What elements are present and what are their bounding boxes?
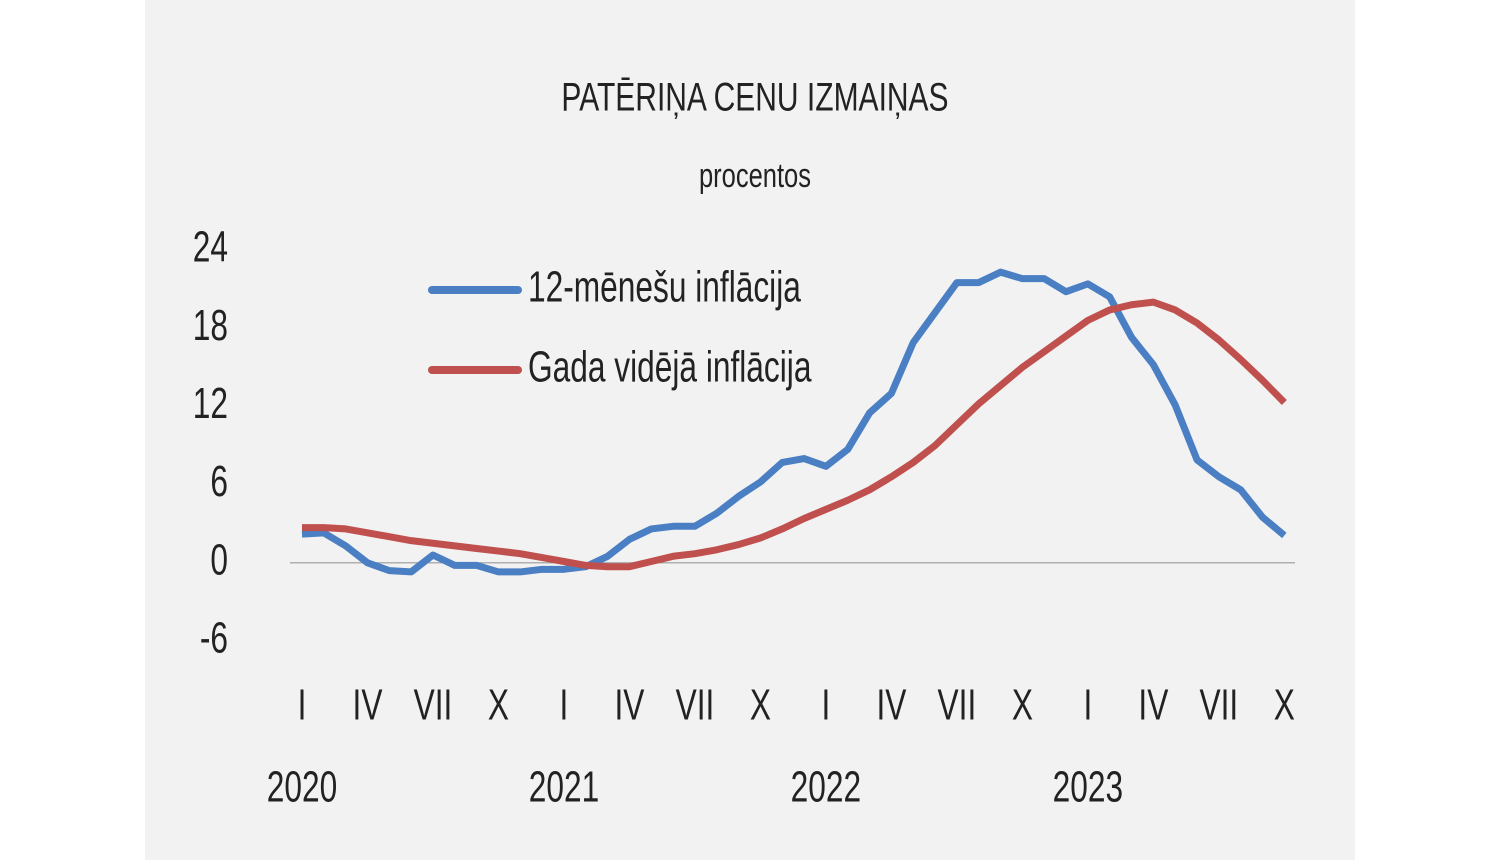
x-tick-label: IV (876, 681, 906, 730)
x-tick-label: VII (676, 681, 715, 730)
x-tick-label: VII (1199, 681, 1238, 730)
x-tick-label: IV (614, 681, 644, 730)
x-tick-label: I (822, 681, 831, 730)
x-tick-label: X (1274, 681, 1295, 730)
panel (145, 0, 1355, 860)
x-group-label: 2021 (529, 763, 599, 812)
legend-label: 12-mēnešu inflācija (528, 263, 801, 312)
series-line (302, 298, 1287, 571)
x-tick-label: I (298, 681, 307, 730)
chart-subtitle: procentos (699, 158, 811, 195)
x-tick-label: X (1012, 681, 1033, 730)
y-tick-label: 0 (210, 535, 228, 584)
series-line (301, 268, 1287, 576)
x-group-label: 2022 (791, 763, 861, 812)
x-tick-label: X (488, 681, 509, 730)
x-tick-label: I (1083, 681, 1092, 730)
y-tick-label: 6 (210, 457, 228, 506)
y-tick-label: -6 (200, 614, 228, 663)
y-tick-label: 24 (193, 223, 228, 272)
x-tick-label: IV (1138, 681, 1168, 730)
y-tick-label: 18 (193, 301, 228, 350)
x-group-label: 2023 (1053, 763, 1123, 812)
chart-title: PATĒRIŅA CENU IZMAIŅAS (561, 75, 948, 119)
x-tick-label: X (750, 681, 771, 730)
x-tick-label: VII (938, 681, 977, 730)
y-tick-label: 12 (193, 379, 228, 428)
x-tick-label: IV (353, 681, 383, 730)
x-group-label: 2020 (267, 763, 337, 812)
x-tick-label: I (560, 681, 569, 730)
legend-label: Gada vidējā inflācija (528, 343, 812, 392)
x-tick-label: VII (414, 681, 453, 730)
